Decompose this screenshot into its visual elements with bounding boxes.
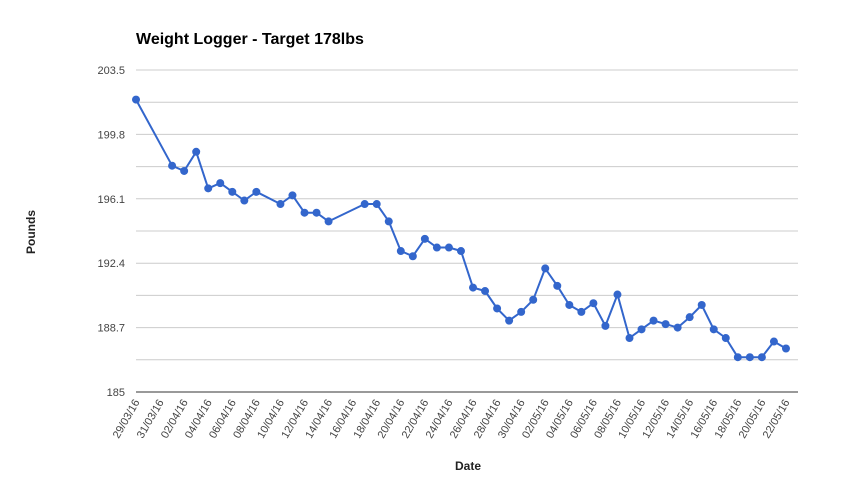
data-point [216,179,225,188]
y-tick-label: 203.5 [97,65,125,77]
data-point [613,290,622,299]
data-point [553,281,562,290]
data-point [721,334,730,343]
data-point [517,307,526,316]
data-point [637,325,646,334]
data-point [360,200,369,209]
data-point [456,247,465,256]
data-point [685,313,694,322]
gridlines [136,69,798,393]
data-point [709,325,718,334]
series-line-group [132,95,790,362]
data-point [697,300,706,309]
data-point [180,166,189,175]
data-point [673,323,682,332]
data-point [529,295,538,304]
x-axis-title: Date [455,459,481,473]
data-point [372,200,381,209]
data-point [541,264,550,273]
data-point [601,321,610,330]
data-point [757,353,766,362]
data-point [408,252,417,261]
data-point [625,334,634,343]
data-point [312,208,321,217]
y-axis-ticks: 185 188.7 192.4 196.1 199.8 203.5 [97,65,125,399]
data-point [300,208,309,217]
data-point [493,304,502,313]
data-point [252,187,261,196]
data-point [132,95,140,104]
y-tick-label: 199.8 [97,129,125,141]
data-point [769,337,778,346]
data-point [589,299,598,308]
data-point [745,353,754,362]
y-tick-label: 196.1 [97,194,125,206]
y-tick-label: 185 [107,387,125,399]
data-point [481,287,490,296]
data-point [276,200,285,209]
chart-title: Weight Logger - Target 178lbs [136,31,364,48]
data-point [192,147,201,156]
data-point [565,300,574,309]
data-point [384,217,393,226]
data-point [204,184,213,193]
data-point [324,217,333,226]
data-point [168,161,177,170]
data-point [432,243,441,252]
data-point [228,187,237,196]
y-tick-label: 192.4 [97,258,125,270]
data-point [469,283,478,292]
data-point [781,344,790,353]
data-point [661,320,670,329]
data-point [649,316,658,325]
data-point [577,307,586,316]
data-point [505,316,514,325]
x-axis-ticks: 29/03/1631/03/1602/04/1604/04/1606/04/16… [111,398,793,441]
data-point [444,243,453,252]
data-point [240,196,249,205]
data-point [420,234,429,243]
data-point [396,247,405,256]
y-axis-title: Pounds [24,210,38,254]
y-tick-label: 188.7 [97,323,125,335]
data-point [288,191,297,200]
data-point [733,353,742,362]
